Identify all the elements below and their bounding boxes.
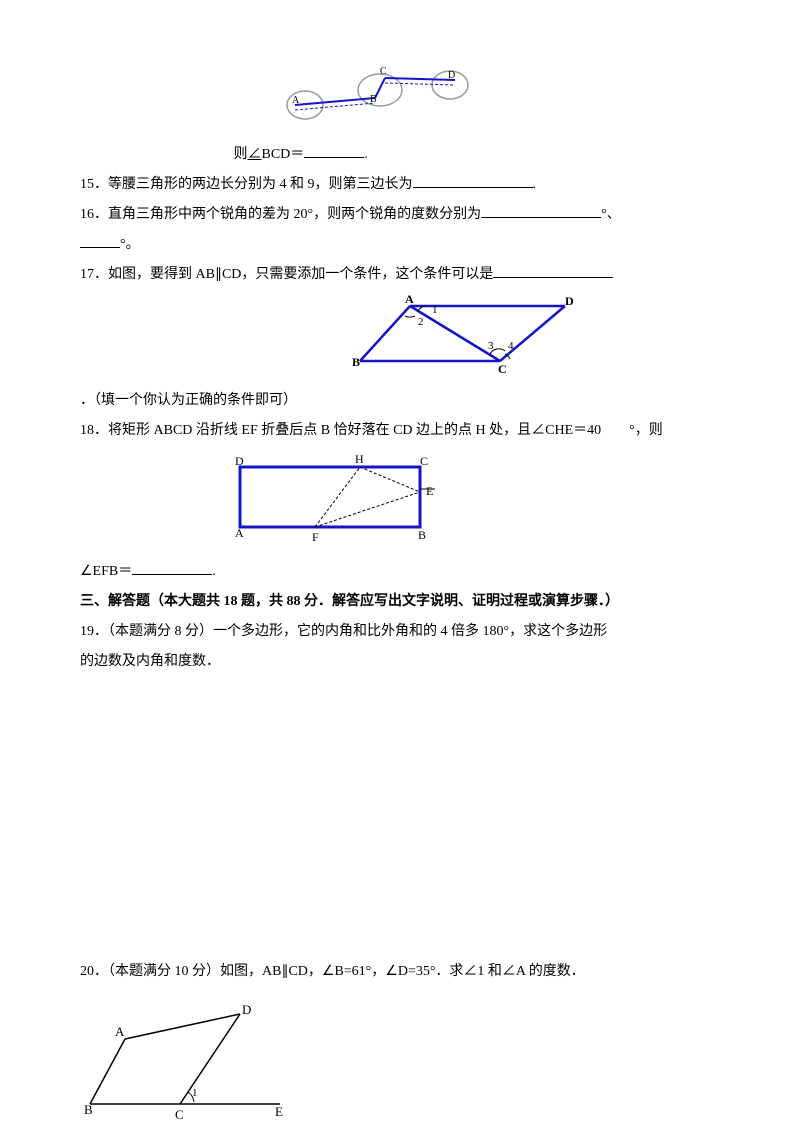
svg-text:H: H xyxy=(355,452,364,466)
q18-blank xyxy=(132,559,212,575)
q20-figure: A B C D E 1 xyxy=(80,994,300,1145)
q20-text: 如图，AB∥CD，∠B=61°，∠D=35°．求∠1 和∠A 的度数． xyxy=(220,964,585,979)
q14b-angle: ∠ xyxy=(248,147,262,162)
q14b-prefix: 则 xyxy=(234,147,248,162)
q20: 20．（本题满分 10 分）如图，AB∥CD，∠B=61°，∠D=35°．求∠1… xyxy=(80,958,720,986)
q17-num: 17． xyxy=(80,267,108,282)
svg-text:C: C xyxy=(175,1107,184,1122)
svg-text:B: B xyxy=(84,1102,93,1117)
q19: 19．（本题满分 8 分）一个多边形，它的内角和比外角和的 4 倍多 180°，… xyxy=(80,618,720,646)
q18-var: ∠EFB＝ xyxy=(80,564,132,579)
q16-text: 直角三角形中两个锐角的差为 20°，则两个锐角的度数分别为 xyxy=(108,207,481,222)
q16-unit2: °。 xyxy=(120,237,140,252)
svg-text:A: A xyxy=(405,292,414,306)
q20-score: （本题满分 10 分） xyxy=(108,964,220,979)
svg-text:3: 3 xyxy=(488,340,494,352)
svg-text:C: C xyxy=(380,66,387,77)
svg-text:A: A xyxy=(115,1024,125,1039)
q20-num: 20． xyxy=(80,964,108,979)
svg-text:D: D xyxy=(565,294,574,308)
q17-figure: A B C D 1 2 3 4 xyxy=(350,291,580,387)
svg-text:B: B xyxy=(418,528,426,542)
q14b-var: BCD＝ xyxy=(262,147,305,162)
q14-blank xyxy=(304,142,364,158)
q16-unit1: °、 xyxy=(601,207,621,222)
svg-text:E: E xyxy=(426,484,433,498)
q19-score: （本题满分 8 分） xyxy=(108,624,213,639)
svg-text:2: 2 xyxy=(418,316,424,328)
q19-text1: 一个多边形，它的内角和比外角和的 4 倍多 180°，求这个多边形 xyxy=(213,624,607,639)
svg-text:C: C xyxy=(420,454,428,468)
q16: 16．直角三角形中两个锐角的差为 20°，则两个锐角的度数分别为 °、 xyxy=(80,201,720,229)
svg-text:D: D xyxy=(235,454,244,468)
q18-ans: ∠EFB＝. xyxy=(80,558,720,586)
svg-text:A: A xyxy=(235,526,244,540)
svg-text:B: B xyxy=(370,94,377,105)
q17-text: 如图，要得到 AB∥CD，只需要添加一个条件，这个条件可以是 xyxy=(108,267,493,282)
svg-text:E: E xyxy=(275,1104,283,1119)
svg-text:1: 1 xyxy=(192,1087,198,1099)
q17-blank xyxy=(493,262,613,278)
q18-figure: D H C E A F B xyxy=(220,447,450,558)
q18-num: 18． xyxy=(80,423,108,438)
q14-figure-row: A B C D xyxy=(80,60,720,141)
svg-text:1: 1 xyxy=(432,304,438,316)
q14-figure: A B C D xyxy=(280,60,480,141)
q19-workspace xyxy=(80,678,720,958)
q17: 17．如图，要得到 AB∥CD，只需要添加一个条件，这个条件可以是 xyxy=(80,261,720,289)
q18: 18．将矩形 ABCD 沿折线 EF 折叠后点 B 恰好落在 CD 边上的点 H… xyxy=(80,417,720,445)
q14-text: 则∠BCD＝. xyxy=(80,141,720,169)
q17-hint: ．（填一个你认为正确的条件即可） xyxy=(80,387,720,415)
svg-text:B: B xyxy=(352,355,360,369)
svg-text:C: C xyxy=(498,362,507,376)
svg-text:D: D xyxy=(242,1002,251,1017)
q15: 15．等腰三角形的两边长分别为 4 和 9，则第三边长为. xyxy=(80,171,720,199)
section3-header: 三、解答题（本大题共 18 题，共 88 分．解答应写出文字说明、证明过程或演算… xyxy=(80,588,720,616)
q15-num: 15． xyxy=(80,177,108,192)
svg-text:A: A xyxy=(292,95,300,106)
svg-text:4: 4 xyxy=(508,340,514,352)
q18-text: 将矩形 ABCD 沿折线 EF 折叠后点 B 恰好落在 CD 边上的点 H 处，… xyxy=(108,423,663,438)
svg-text:F: F xyxy=(312,530,319,544)
q16-num: 16． xyxy=(80,207,108,222)
q16-blank2 xyxy=(80,232,120,248)
q15-text: 等腰三角形的两边长分别为 4 和 9，则第三边长为 xyxy=(108,177,413,192)
q15-blank xyxy=(413,172,533,188)
q19-num: 19． xyxy=(80,624,108,639)
q19-text2: 的边数及内角和度数． xyxy=(80,648,720,676)
q18-suffix: . xyxy=(212,564,216,579)
q14b-suffix: . xyxy=(364,147,368,162)
svg-text:D: D xyxy=(448,70,455,81)
q16-blank1 xyxy=(481,202,601,218)
q15-suffix: . xyxy=(533,177,537,192)
q16-line2: °。 xyxy=(80,231,720,259)
